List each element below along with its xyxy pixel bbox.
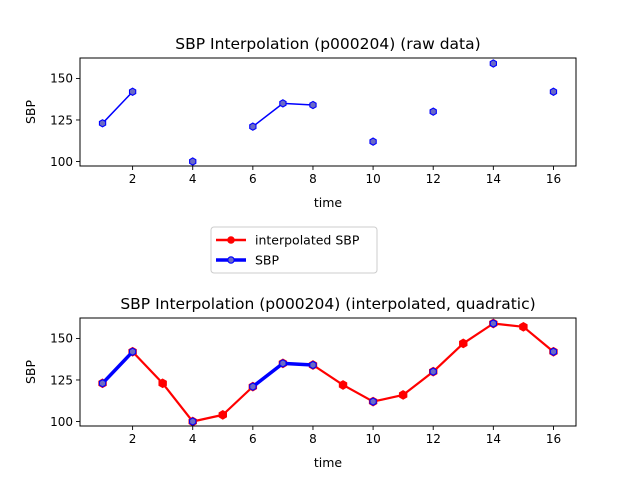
x-axis-label: time [314, 195, 343, 210]
data-point [309, 100, 317, 110]
x-tick-label: 6 [249, 172, 257, 186]
x-tick-label: 2 [129, 432, 137, 446]
series-line-sbp [100, 349, 135, 386]
y-tick-label: 150 [50, 332, 73, 346]
data-point [98, 119, 107, 128]
x-tick-label: 12 [426, 172, 441, 186]
y-axis-label: SBP [23, 360, 38, 385]
data-point [309, 360, 317, 370]
x-tick-label: 12 [426, 432, 441, 446]
series-line-interpolated-sbp [101, 322, 555, 423]
x-tick-label: 14 [486, 432, 501, 446]
data-point [519, 321, 528, 332]
data-point [279, 99, 287, 108]
chart-title: SBP Interpolation (p000204) (interpolate… [120, 295, 535, 313]
legend-marker-sbp [227, 256, 235, 264]
axis-layer: 2 4 6 8 10 12 14 16 100 125 150 [50, 332, 561, 446]
x-tick-label: 4 [189, 432, 197, 446]
series-sbp [98, 59, 558, 166]
data-point [249, 122, 257, 131]
data-point [549, 87, 558, 96]
x-tick-label: 8 [309, 172, 317, 186]
data-point [489, 319, 498, 328]
y-axis-label: SBP [23, 100, 38, 125]
x-tick-label: 6 [249, 432, 257, 446]
data-point [279, 359, 287, 368]
data-point [369, 137, 377, 146]
x-tick-label: 10 [365, 432, 380, 446]
chart-title: SBP Interpolation (p000204) (raw data) [175, 35, 480, 53]
series-layer [98, 318, 558, 427]
x-tick-label: 2 [129, 172, 137, 186]
data-point [128, 87, 137, 96]
x-tick-label: 4 [189, 172, 197, 186]
data-point [189, 417, 197, 426]
data-point [398, 390, 408, 400]
data-point [218, 410, 228, 420]
data-point [429, 107, 437, 116]
series-layer [98, 59, 558, 166]
x-tick-label: 10 [365, 172, 380, 186]
chart-interpolated-quadratic: SBP Interpolation (p000204) (interpolate… [23, 295, 577, 470]
data-point [429, 367, 437, 376]
y-tick-label: 125 [50, 113, 73, 127]
chart-raw-data: SBP Interpolation (p000204) (raw data) 2… [23, 35, 577, 210]
data-point [158, 378, 167, 389]
series-sbp [98, 319, 558, 426]
legend-label-sbp: SBP [255, 253, 280, 268]
data-point [249, 382, 257, 391]
legend: interpolated SBP SBP [210, 226, 378, 274]
legend-box [210, 226, 378, 274]
x-tick-label: 14 [486, 172, 501, 186]
data-point [369, 397, 377, 406]
x-tick-label: 16 [546, 172, 561, 186]
data-point [98, 379, 107, 388]
series-line-sbp [101, 90, 134, 125]
legend-label-interpolated-sbp: interpolated SBP [255, 233, 360, 248]
data-point [489, 59, 498, 68]
data-point [189, 157, 197, 166]
x-tick-label: 8 [309, 432, 317, 446]
data-point [128, 347, 137, 356]
axis-layer: 2 4 6 8 10 12 14 16 100 125 150 [50, 72, 561, 186]
y-tick-label: 150 [50, 72, 73, 86]
plot-frame [79, 317, 577, 427]
legend-marker-interpolated-sbp [227, 236, 235, 244]
data-point [549, 347, 558, 356]
plot-frame [79, 57, 577, 167]
x-axis-label: time [314, 455, 343, 470]
x-tick-label: 16 [546, 432, 561, 446]
data-point [459, 338, 468, 349]
y-tick-label: 100 [50, 155, 73, 169]
data-point [338, 380, 348, 390]
y-tick-label: 100 [50, 415, 73, 429]
y-tick-label: 125 [50, 373, 73, 387]
